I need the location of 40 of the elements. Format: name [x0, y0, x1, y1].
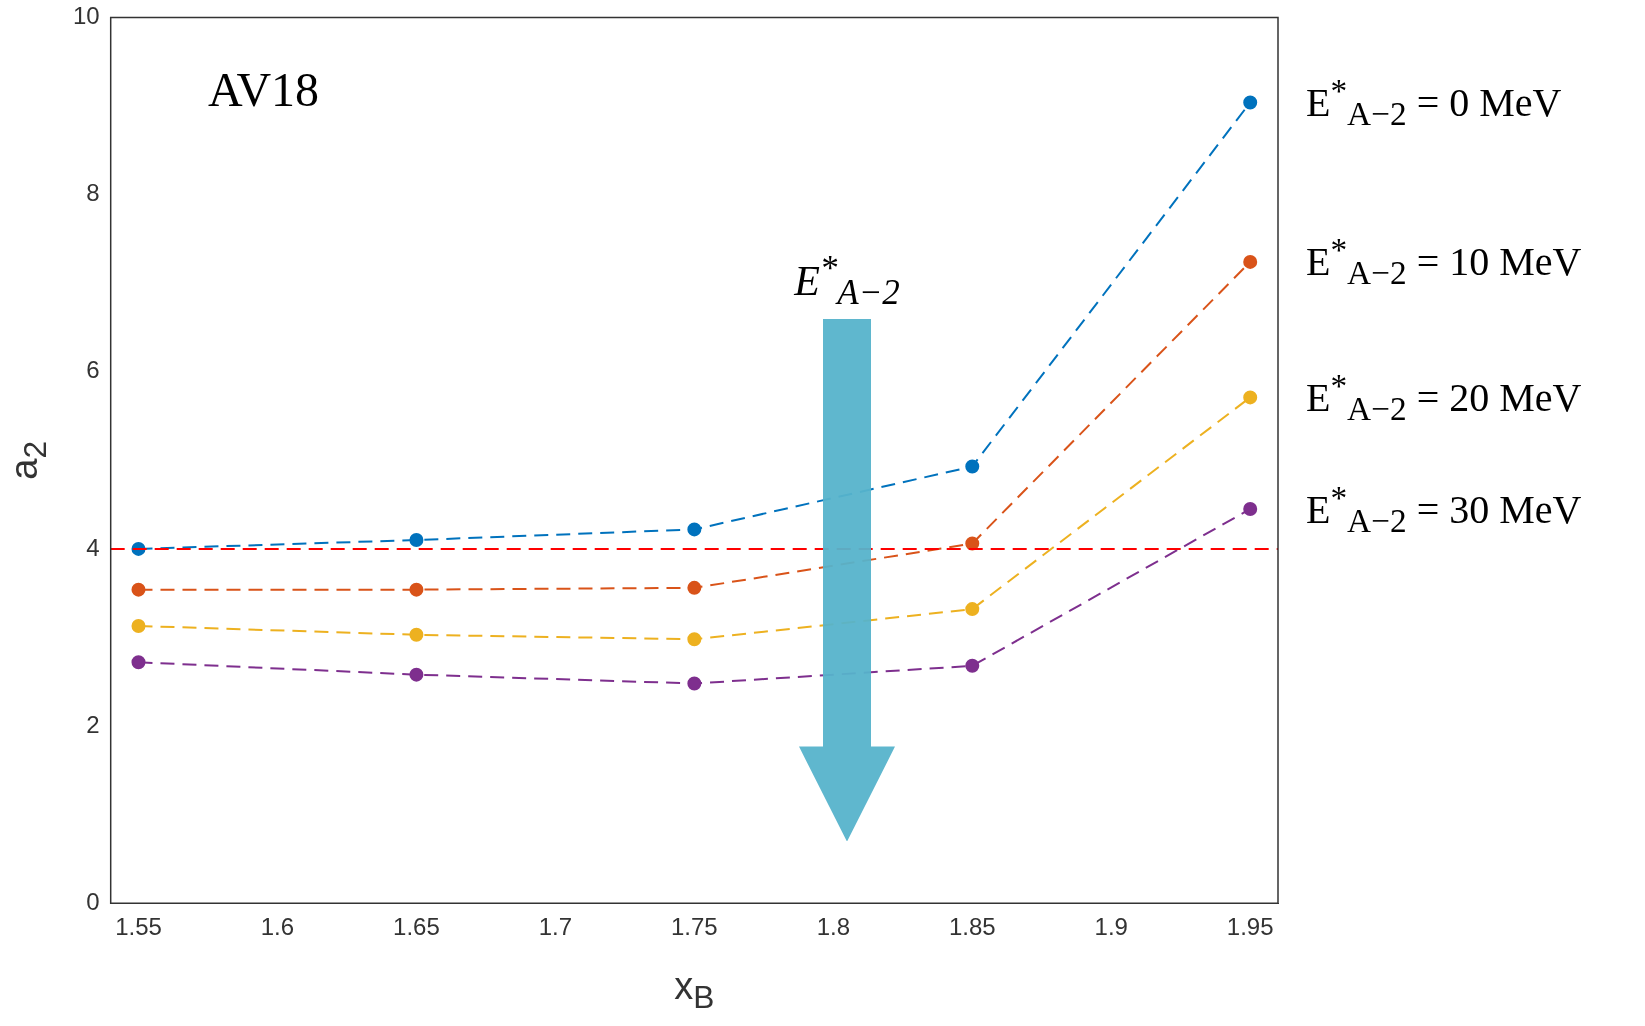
series-label: E$^{*}$$_{A−2}$ = 0 MeV	[1306, 71, 1562, 134]
point	[965, 602, 980, 617]
point	[131, 655, 146, 670]
point	[1243, 502, 1258, 517]
point	[687, 580, 702, 595]
point	[131, 618, 146, 633]
point	[687, 632, 702, 647]
y-tick-label: 2	[86, 710, 100, 738]
x-tick-label: 1.9	[1094, 913, 1128, 941]
point	[409, 667, 424, 682]
x-tick-label: 1.95	[1226, 913, 1274, 941]
point	[965, 536, 980, 551]
x-tick-label: 1.55	[115, 913, 162, 941]
point	[965, 459, 980, 474]
point	[687, 522, 702, 537]
x-tick-label: 1.7	[538, 913, 573, 941]
series-label: E$^{*}$$_{A−2}$ = 30 MeV	[1306, 478, 1582, 540]
x-axis-title: x$_{B}$	[674, 965, 715, 1016]
point	[409, 582, 424, 597]
annotation: AV18	[207, 61, 320, 117]
x-tick-label: 1.65	[393, 913, 440, 941]
series-label: E$^{*}$$_{A−2}$ = 10 MeV	[1306, 231, 1582, 293]
y-tick-label: 8	[86, 179, 100, 207]
point	[687, 676, 702, 691]
point	[409, 533, 424, 548]
x-tick-label: 1.6	[260, 913, 295, 941]
point	[1243, 95, 1258, 110]
point	[1243, 254, 1258, 269]
point	[409, 627, 424, 642]
x-tick-label: 1.85	[948, 913, 996, 941]
x-tick-label: 1.8	[816, 913, 850, 941]
y-tick-label: 4	[86, 533, 100, 561]
series-label: E$^{*}$$_{A−2}$ = 20 MeV	[1306, 366, 1582, 429]
point	[965, 658, 980, 673]
y-tick-label: 6	[86, 356, 100, 384]
point	[131, 582, 146, 597]
y-tick-label: 10	[72, 2, 100, 30]
x-tick-label: 1.75	[670, 913, 718, 941]
point	[1243, 390, 1258, 405]
y-tick-label: 0	[86, 887, 100, 915]
